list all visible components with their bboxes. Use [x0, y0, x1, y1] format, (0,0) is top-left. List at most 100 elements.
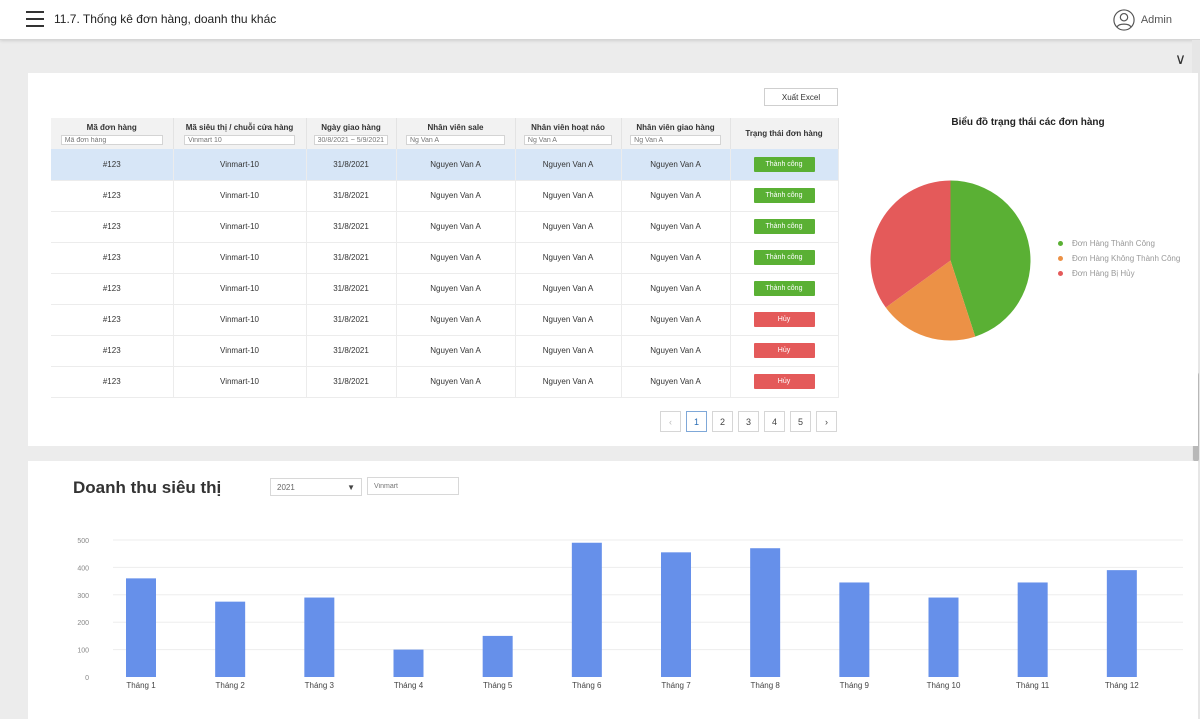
pie-slice-3	[870, 180, 951, 308]
bar-6	[571, 542, 602, 677]
table-cell-delivery: Nguyen Van A	[621, 180, 731, 212]
store-search-input[interactable]	[367, 477, 459, 495]
bar-11	[1017, 582, 1048, 677]
table-cell-status: Thành công	[730, 211, 839, 243]
legend-dot-icon	[1058, 256, 1063, 261]
column-header-activity-staff: Nhân viên hoạt náo	[515, 118, 622, 149]
table-cell-delivery: Nguyen Van A	[621, 211, 731, 243]
table-cell-date: 31/8/2021	[306, 273, 397, 305]
table-cell-sale: Nguyen Van A	[396, 211, 516, 243]
status-badge: Thành công	[753, 250, 815, 265]
x-tick-label: Tháng 10	[927, 681, 961, 690]
page-1-button[interactable]: 1	[686, 411, 707, 432]
bar-12	[1106, 570, 1137, 677]
legend-item: Đơn Hàng Thành Công	[1058, 236, 1180, 251]
legend-label: Đơn Hàng Không Thành Công	[1072, 254, 1181, 263]
chevron-right-icon[interactable]: ›	[816, 411, 837, 432]
x-tick-label: Tháng 8	[750, 681, 780, 690]
y-tick-label: 300	[77, 593, 89, 600]
export-excel-button[interactable]: Xuất Excel	[764, 88, 838, 106]
legend-dot-icon	[1058, 241, 1063, 246]
table-cell-activity: Nguyen Van A	[515, 180, 622, 212]
legend-label: Đơn Hàng Bị Hủy	[1072, 269, 1135, 278]
page-title: 11.7. Thống kê đơn hàng, doanh thu khác	[54, 12, 277, 26]
pagination: ‹ 1 2 3 4 5 ›	[660, 411, 837, 432]
filter-store-input[interactable]	[184, 135, 295, 145]
x-tick-label: Tháng 12	[1105, 681, 1139, 690]
user-menu[interactable]: Admin	[1113, 8, 1172, 32]
filter-sale-staff-input[interactable]	[405, 135, 506, 145]
table-cell-order-id: #123	[51, 242, 174, 274]
table-cell-store: Vinmart-10	[173, 180, 307, 212]
page-2-button[interactable]: 2	[712, 411, 733, 432]
column-header-delivery-date: Ngày giao hàng	[306, 118, 397, 149]
table-cell-status: Hủy	[730, 304, 839, 336]
legend-item: Đơn Hàng Bị Hủy	[1058, 266, 1180, 281]
table-row[interactable]: #123 Vinmart-10 31/8/2021 Nguyen Van A Nguye…	[51, 304, 839, 336]
table-row[interactable]: #123 Vinmart-10 31/8/2021 Nguyen Van A Nguye…	[51, 366, 839, 398]
menu-icon[interactable]	[26, 11, 44, 27]
column-header-order-id: Mã đơn hàng	[51, 118, 174, 149]
filter-order-id-input[interactable]	[60, 135, 163, 145]
column-header-sale-staff: Nhân viên sale	[396, 118, 516, 149]
table-row[interactable]: #123 Vinmart-10 31/8/2021 Nguyen Van A Nguye…	[51, 211, 839, 243]
status-badge: Hủy	[753, 312, 815, 327]
filter-activity-staff-input[interactable]	[523, 135, 613, 145]
y-tick-label: 0	[85, 675, 89, 682]
table-cell-activity: Nguyen Van A	[515, 335, 622, 367]
table-cell-order-id: #123	[51, 211, 174, 243]
table-row[interactable]: #123 Vinmart-10 31/8/2021 Nguyen Van A Nguye…	[51, 242, 839, 274]
table-cell-status: Hủy	[730, 366, 839, 398]
chevron-down-icon[interactable]: ∨	[1175, 51, 1186, 68]
page-4-button[interactable]: 4	[764, 411, 785, 432]
orders-panel: Xuất Excel Mã đơn hàng Mã siêu thị / chu…	[28, 73, 1198, 446]
table-cell-activity: Nguyen Van A	[515, 273, 622, 305]
table-row[interactable]: #123 Vinmart-10 31/8/2021 Nguyen Van A Nguye…	[51, 273, 839, 305]
column-header-store: Mã siêu thị / chuỗi cửa hàng	[173, 118, 307, 149]
bar-1	[126, 578, 156, 677]
legend-label: Đơn Hàng Thành Công	[1072, 239, 1155, 248]
year-select[interactable]: 2021 ▼	[270, 478, 362, 496]
table-cell-date: 31/8/2021	[306, 242, 397, 274]
table-cell-store: Vinmart-10	[173, 335, 307, 367]
table-cell-status: Thành công	[730, 180, 839, 212]
table-cell-sale: Nguyen Van A	[396, 366, 516, 398]
pie-legend: Đơn Hàng Thành Công Đơn Hàng Không Thành …	[1058, 236, 1180, 281]
bar-5	[482, 635, 513, 677]
page-3-button[interactable]: 3	[738, 411, 759, 432]
table-row[interactable]: #123 Vinmart-10 31/8/2021 Nguyen Van A Nguye…	[51, 180, 839, 212]
x-tick-label: Tháng 6	[572, 681, 602, 690]
bar-2	[215, 601, 246, 677]
table-header-row: Mã đơn hàng Mã siêu thị / chuỗi cửa hàng…	[51, 118, 839, 149]
table-cell-activity: Nguyen Van A	[515, 366, 622, 398]
y-tick-label: 500	[77, 538, 89, 545]
status-badge: Hủy	[753, 374, 815, 389]
x-tick-label: Tháng 7	[661, 681, 691, 690]
table-cell-sale: Nguyen Van A	[396, 242, 516, 274]
filter-date-input[interactable]	[313, 135, 389, 145]
table-row[interactable]: #123 Vinmart-10 31/8/2021 Nguyen Van A Nguye…	[51, 149, 839, 181]
table-cell-sale: Nguyen Van A	[396, 180, 516, 212]
x-tick-label: Tháng 2	[215, 681, 245, 690]
filter-delivery-staff-input[interactable]	[630, 135, 721, 145]
table-row[interactable]: #123 Vinmart-10 31/8/2021 Nguyen Van A Nguye…	[51, 335, 839, 367]
table-cell-date: 31/8/2021	[306, 211, 397, 243]
chevron-left-icon[interactable]: ‹	[660, 411, 681, 432]
table-cell-sale: Nguyen Van A	[396, 335, 516, 367]
table-cell-order-id: #123	[51, 335, 174, 367]
table-cell-order-id: #123	[51, 149, 174, 181]
table-cell-store: Vinmart-10	[173, 211, 307, 243]
table-cell-status: Thành công	[730, 242, 839, 274]
table-cell-delivery: Nguyen Van A	[621, 149, 731, 181]
table-cell-sale: Nguyen Van A	[396, 273, 516, 305]
table-cell-order-id: #123	[51, 180, 174, 212]
revenue-bar-chart: 0 100 200 300 400 500 Tháng 1 Tháng 2 Tháng 3 Thá…	[77, 538, 1183, 690]
page-5-button[interactable]: 5	[790, 411, 811, 432]
table-cell-order-id: #123	[51, 304, 174, 336]
table-cell-status: Thành công	[730, 273, 839, 305]
table-cell-store: Vinmart-10	[173, 273, 307, 305]
table-cell-activity: Nguyen Van A	[515, 149, 622, 181]
bar-7	[661, 552, 691, 677]
table-cell-date: 31/8/2021	[306, 149, 397, 181]
table-cell-activity: Nguyen Van A	[515, 304, 622, 336]
